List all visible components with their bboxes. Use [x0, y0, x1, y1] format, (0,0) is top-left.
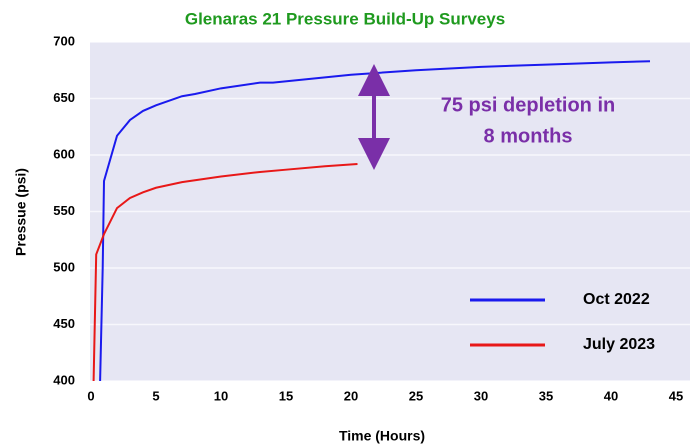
x-tick-label: 40 — [604, 388, 618, 403]
x-axis-label: Time (Hours) — [339, 428, 425, 444]
x-tick-label: 0 — [87, 388, 94, 403]
annotation: 8 months — [484, 125, 573, 147]
x-tick-label: 20 — [344, 388, 358, 403]
x-tick-label: 5 — [152, 388, 159, 403]
x-tick-label: 45 — [669, 388, 683, 403]
x-tick-label: 25 — [409, 388, 423, 403]
y-tick-label: 700 — [53, 33, 75, 48]
legend-label: July 2023 — [583, 336, 655, 353]
x-tick-label: 15 — [279, 388, 293, 403]
y-tick-label: 450 — [53, 316, 75, 331]
y-tick-label: 600 — [53, 146, 75, 161]
annotation: 75 psi depletion in — [441, 94, 615, 116]
y-tick-label: 550 — [53, 203, 75, 218]
chart-title: Glenaras 21 Pressure Build-Up Surveys — [185, 9, 505, 28]
y-tick-label: 400 — [53, 372, 75, 387]
y-axis-label: Pressue (psi) — [13, 168, 29, 256]
y-tick-label: 650 — [53, 90, 75, 105]
series-line — [92, 163, 358, 381]
y-tick-label: 500 — [53, 259, 75, 274]
x-tick-label: 10 — [214, 388, 228, 403]
x-tick-label: 30 — [474, 388, 488, 403]
x-tick-label: 35 — [539, 388, 553, 403]
legend-label: Oct 2022 — [583, 291, 650, 308]
series-line — [99, 60, 651, 381]
